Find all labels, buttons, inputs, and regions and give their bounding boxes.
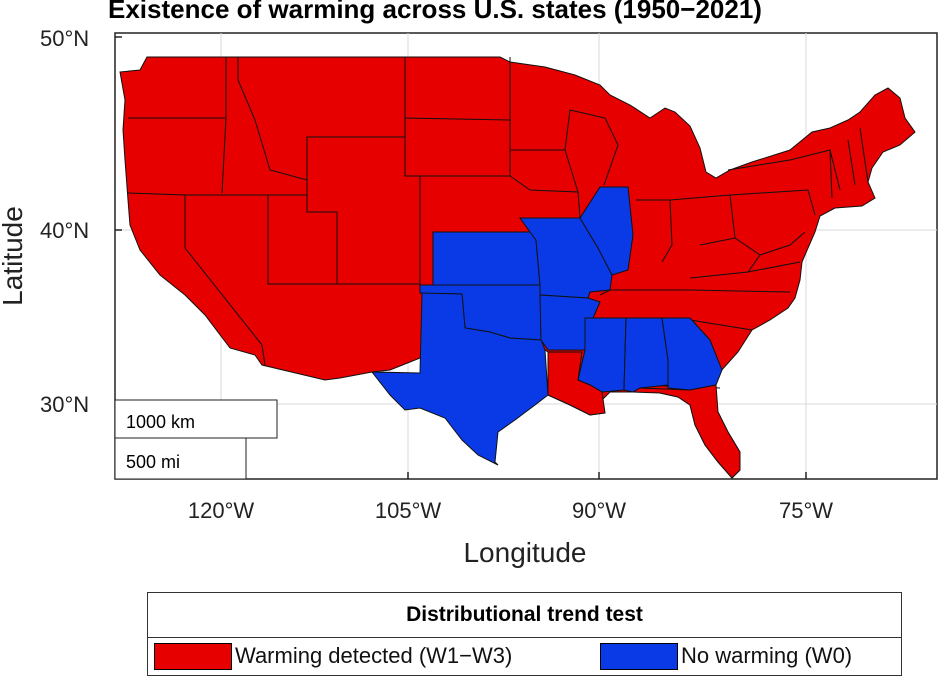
state-alabama [623, 317, 669, 393]
state-boundaries [127, 57, 869, 389]
y-axis-label: Latitude [0, 206, 28, 306]
state-kansas [432, 231, 541, 286]
x-tick-90w: 90°W [572, 498, 626, 523]
legend-item-warming: Warming detected (W1−W3) [154, 641, 512, 671]
y-tick-30n: 30°N [40, 392, 89, 417]
state-louisiana [547, 351, 606, 416]
legend-title: Distributional trend test [148, 593, 901, 638]
no-warming-region [370, 186, 723, 466]
state-florida [631, 384, 741, 479]
x-tick-75w: 75°W [779, 498, 833, 523]
state-mississippi [577, 317, 627, 393]
x-tick-120w: 120°W [188, 498, 255, 523]
legend: Distributional trend test Warming detect… [147, 592, 902, 676]
map-title: Existence of warming across U.S. states … [108, 0, 762, 24]
scale-bar: 1000 km 500 mi [114, 399, 278, 480]
southern-red-states [547, 351, 741, 479]
legend-swatch-no-warming [600, 642, 678, 670]
y-tick-50n: 50°N [40, 26, 89, 51]
x-axis-label: Longitude [463, 537, 586, 568]
legend-item-no-warming: No warming (W0) [600, 641, 852, 671]
y-tick-40n: 40°N [40, 218, 89, 243]
x-tick-105w: 105°W [375, 498, 442, 523]
scale-km-label: 1000 km [126, 412, 195, 432]
legend-label-warming: Warming detected (W1−W3) [235, 643, 513, 668]
legend-swatch-warming [154, 642, 232, 670]
scale-mi-label: 500 mi [126, 452, 180, 472]
legend-label-no-warming: No warming (W0) [681, 643, 853, 668]
state-illinois [579, 186, 634, 276]
state-texas [370, 292, 549, 466]
